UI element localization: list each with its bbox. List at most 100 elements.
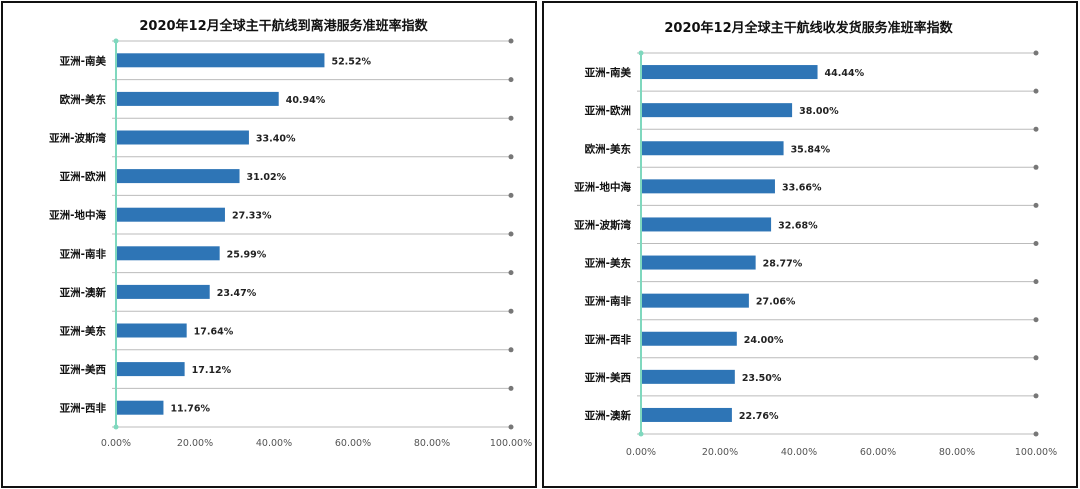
category-label: 欧洲-美东 [60, 93, 107, 106]
gridline-end-dot [508, 231, 514, 237]
category-label: 亚洲-地中海 [574, 180, 631, 193]
category-label: 亚洲-美西 [60, 363, 107, 376]
category-label: 亚洲-南非 [60, 247, 107, 260]
data-label: 33.66% [782, 182, 822, 193]
bar-2 [642, 141, 784, 156]
bar-5 [642, 255, 756, 270]
category-label: 亚洲-澳新 [60, 286, 107, 299]
category-label: 亚洲-波斯湾 [574, 218, 631, 231]
axis-end-dot [113, 424, 119, 430]
data-label: 27.06% [756, 297, 796, 308]
axis-end-dot [638, 50, 644, 56]
data-label: 25.99% [227, 249, 267, 260]
data-label: 38.00% [799, 106, 839, 117]
chart-panel-left: 2020年12月全球主干航线到离港服务准班率指数 亚洲-南美 52.52% 欧洲-美东… [1, 1, 537, 488]
gridline-end-dot [1033, 279, 1039, 285]
x-tick-label: 80.00% [414, 438, 450, 449]
category-label: 亚洲-波斯湾 [49, 132, 106, 145]
gridline-end-dot [1033, 431, 1039, 437]
chart-title: 2020年12月全球主干航线收发货服务准班率指数 [664, 20, 953, 36]
gridline-end-dot [1033, 355, 1039, 361]
x-tick-label: 60.00% [335, 438, 371, 449]
category-label: 亚洲-地中海 [49, 209, 106, 222]
data-label: 17.64% [194, 327, 234, 338]
gridline-end-dot [508, 347, 514, 353]
data-label: 35.84% [791, 144, 831, 155]
category-label: 欧洲-美东 [585, 142, 632, 155]
bar-6 [117, 284, 210, 299]
gridline-end-dot [1033, 202, 1039, 208]
bar-0 [117, 53, 325, 68]
gridline-end-dot [508, 38, 514, 44]
x-tick-label: 80.00% [939, 447, 975, 458]
bar-0 [642, 65, 818, 80]
gridline-end-dot [508, 270, 514, 276]
data-label: 52.52% [331, 56, 371, 67]
x-tick-label: 40.00% [781, 447, 817, 458]
category-label: 亚洲-欧洲 [585, 104, 631, 117]
bar-4 [117, 207, 225, 222]
gridline-end-dot [508, 308, 514, 314]
category-label: 亚洲-西非 [60, 402, 107, 415]
data-label: 23.47% [217, 288, 257, 299]
x-tick-label: 60.00% [860, 447, 896, 458]
category-label: 亚洲-澳新 [585, 409, 632, 422]
bar-7 [117, 323, 187, 338]
bar-7 [642, 331, 737, 346]
x-tick-label: 100.00% [1015, 447, 1057, 458]
x-tick-label: 0.00% [626, 447, 656, 458]
bar-1 [117, 91, 279, 106]
data-label: 32.68% [778, 220, 818, 231]
category-label: 亚洲-欧洲 [60, 170, 106, 183]
bar-9 [642, 407, 732, 422]
bar-8 [642, 369, 735, 384]
gridline-end-dot [508, 424, 514, 430]
category-label: 亚洲-美东 [585, 257, 632, 270]
category-label: 亚洲-美东 [60, 325, 107, 338]
data-label: 31.02% [247, 172, 287, 183]
gridline-end-dot [1033, 317, 1039, 323]
gridline-end-dot [1033, 241, 1039, 246]
bar-4 [642, 217, 772, 232]
bar-3 [642, 179, 775, 194]
x-tick-label: 20.00% [177, 438, 213, 449]
bar-5 [117, 246, 220, 261]
gridline-end-dot [1033, 88, 1039, 94]
data-label: 28.77% [763, 259, 803, 270]
axis-end-dot [638, 431, 644, 437]
gridline-end-dot [508, 192, 514, 198]
x-tick-label: 20.00% [702, 447, 738, 458]
gridline-end-dot [508, 115, 514, 121]
data-label: 40.94% [286, 95, 326, 106]
bar-2 [117, 130, 249, 145]
gridline-end-dot [508, 154, 514, 160]
x-tick-label: 0.00% [101, 438, 131, 449]
gridline-end-dot [508, 77, 514, 83]
bar-3 [117, 169, 240, 184]
x-tick-label: 40.00% [256, 438, 292, 449]
gridline-end-dot [1033, 126, 1039, 132]
data-label: 23.50% [742, 373, 782, 384]
data-label: 22.76% [739, 411, 779, 422]
bar-1 [642, 103, 793, 118]
axis-end-dot [113, 38, 119, 44]
gridline-end-dot [508, 385, 514, 391]
category-label: 亚洲-西非 [585, 333, 632, 346]
data-label: 44.44% [825, 68, 865, 79]
gridline-end-dot [1033, 50, 1039, 56]
chart-panel-right: 2020年12月全球主干航线收发货服务准班率指数亚洲-南美 44.44% 亚洲-欧洲… [542, 1, 1078, 488]
gridline-end-dot [1033, 164, 1039, 170]
data-label: 17.12% [192, 365, 232, 376]
chart-title: 2020年12月全球主干航线到离港服务准班率指数 [139, 18, 428, 34]
data-label: 33.40% [256, 134, 296, 145]
bar-6 [642, 293, 749, 308]
data-label: 27.33% [232, 211, 272, 222]
category-label: 亚洲-南非 [585, 295, 632, 308]
category-label: 亚洲-南美 [585, 66, 632, 79]
gridline-end-dot [1033, 393, 1039, 399]
data-label: 11.76% [170, 404, 210, 415]
data-label: 24.00% [744, 335, 784, 346]
x-tick-label: 100.00% [490, 438, 532, 449]
